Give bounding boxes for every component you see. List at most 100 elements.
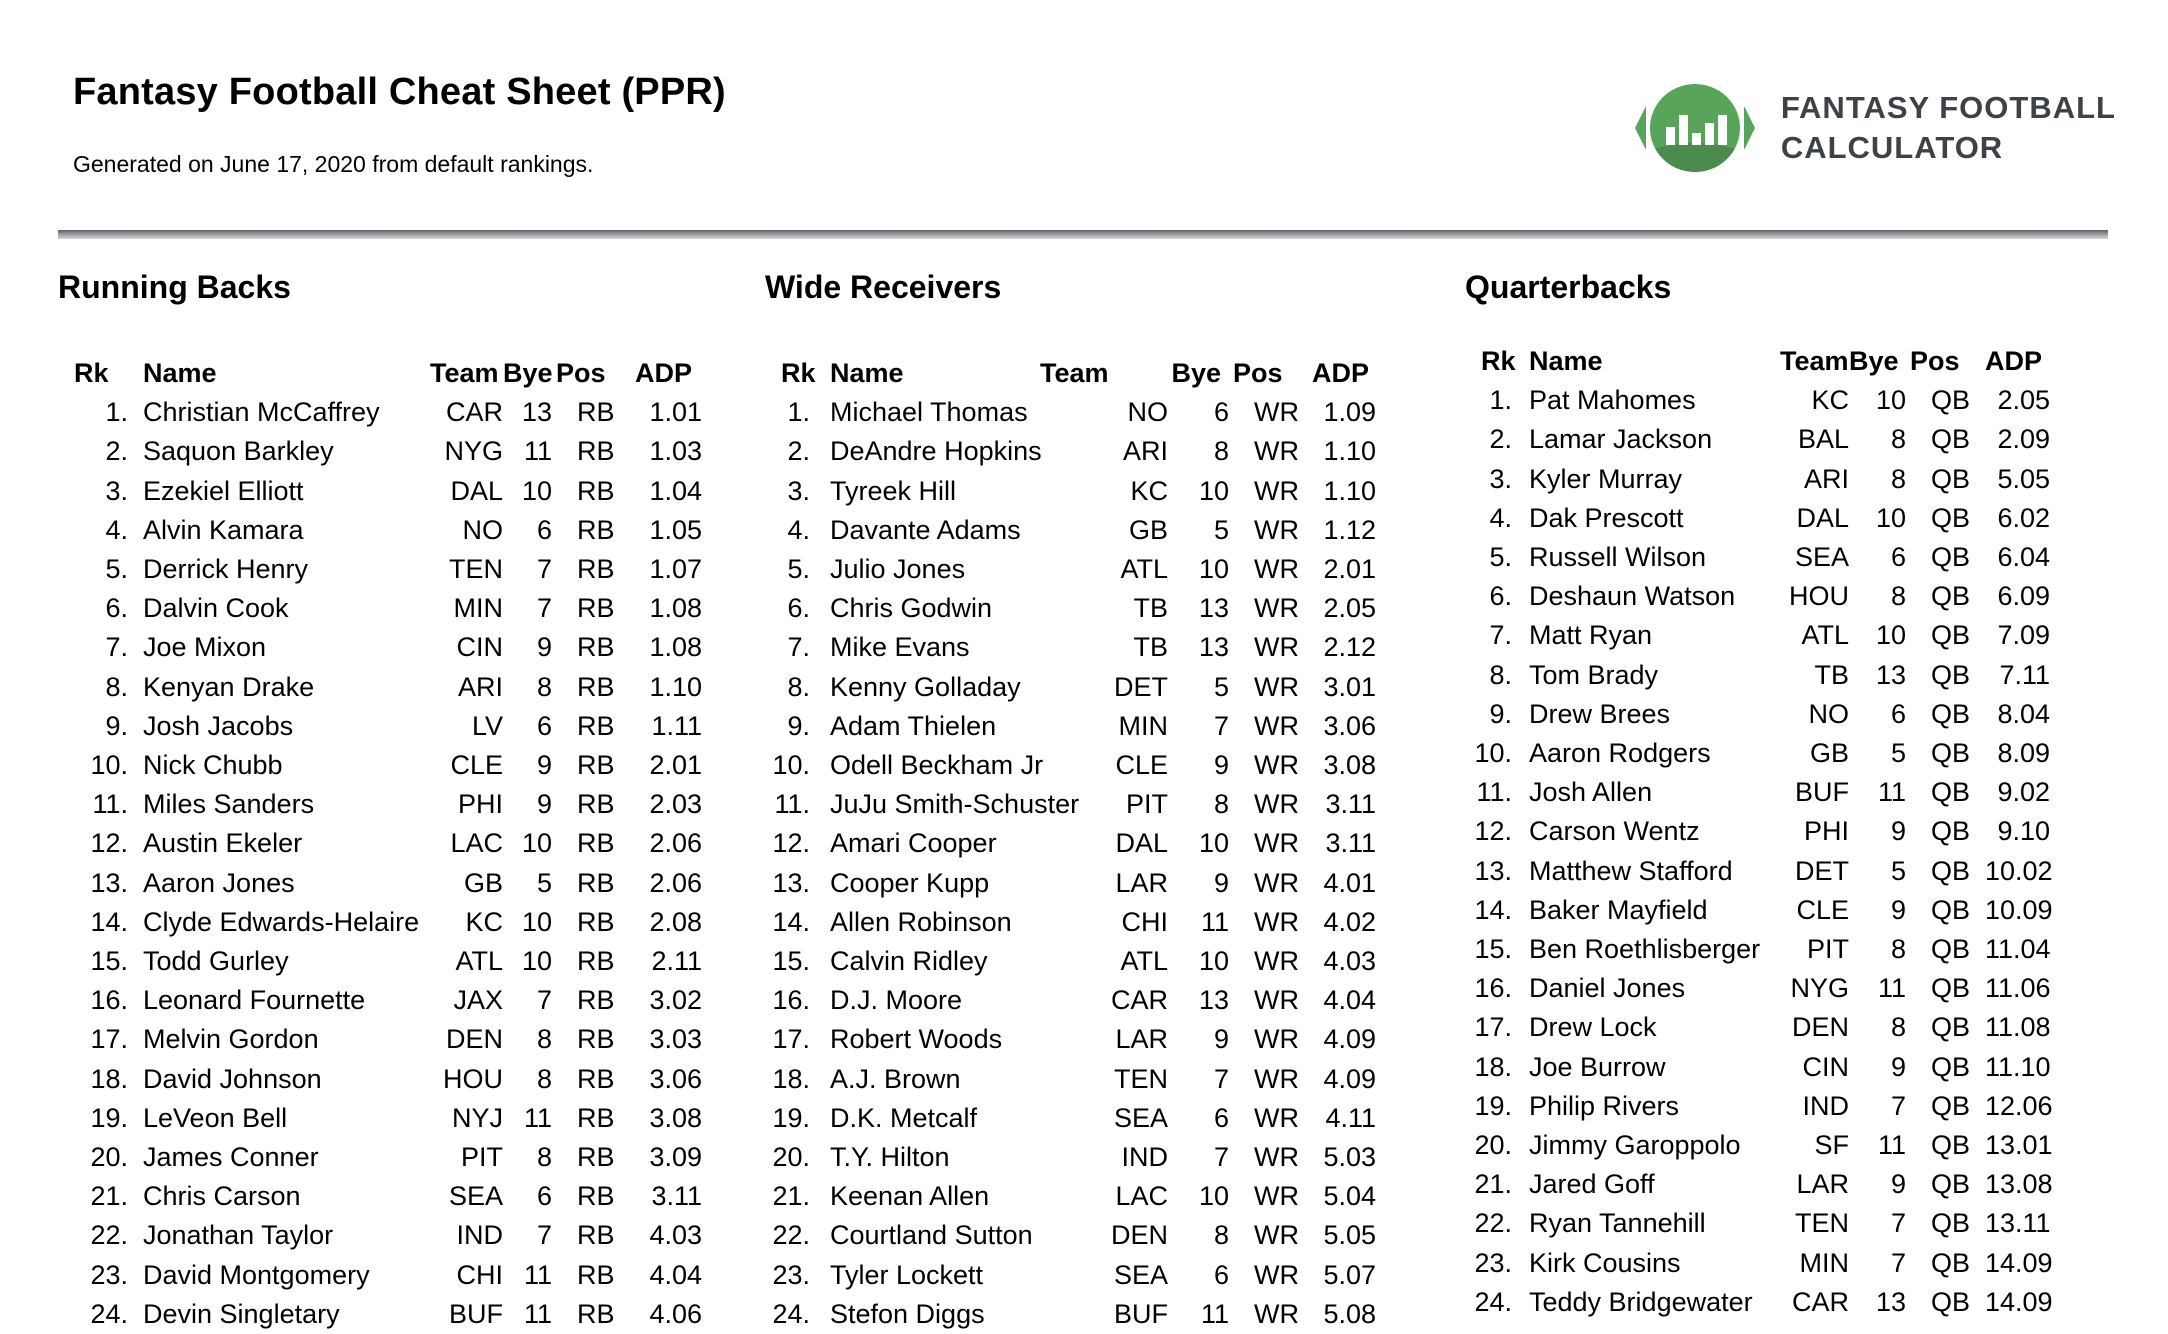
player-row: 14. Baker Mayfield CLE 9 QB 10.09 <box>1465 891 2052 930</box>
name-cell: Matthew Stafford <box>1529 855 1733 886</box>
adp-cell: 6.09 <box>1997 581 2050 612</box>
player-row: 5. Russell Wilson SEA 6 QB 6.04 <box>1465 538 2050 577</box>
pos-cell: QB <box>1931 463 1971 494</box>
team-cell: KC <box>1130 475 1168 506</box>
adp-cell: 4.02 <box>1323 906 1376 937</box>
rk-cell: 15. <box>772 946 810 977</box>
bye-cell: 6 <box>1213 397 1229 428</box>
rk-cell: 23. <box>1474 1247 1512 1278</box>
pos-cell: WR <box>1254 828 1299 859</box>
pos-cell: QB <box>1931 424 1971 455</box>
wide-receivers-table: Rk Name Team Bye Pos ADP 1. Michael Thomas NO 6 WR… <box>765 354 1376 1334</box>
team-cell: NO <box>462 514 504 545</box>
team-cell: SEA <box>1794 542 1849 573</box>
pos-cell: WR <box>1254 514 1299 545</box>
col-header-rk: Rk <box>74 358 109 388</box>
name-cell: Kyler Murray <box>1529 463 1683 494</box>
name-cell: Lamar Jackson <box>1529 424 1713 455</box>
player-row: 21. Chris Carson SEA 6 RB 3.11 <box>58 1177 702 1216</box>
adp-cell: 4.03 <box>649 1220 702 1251</box>
team-cell: CLE <box>450 750 503 781</box>
team-cell: MIN <box>1799 1247 1850 1278</box>
team-cell: ATL <box>1120 554 1168 585</box>
rk-cell: 7. <box>105 632 128 663</box>
col-header-pos: Pos <box>1233 358 1283 388</box>
rk-cell: 12. <box>90 828 128 859</box>
bye-cell: 13 <box>1875 659 1906 690</box>
pos-cell: QB <box>1931 855 1971 886</box>
col-header-adp: ADP <box>1985 346 2043 376</box>
adp-cell: 1.12 <box>1323 514 1376 545</box>
team-cell: SEA <box>448 1181 503 1212</box>
adp-cell: 1.08 <box>649 593 702 624</box>
rk-cell: 1. <box>787 397 810 428</box>
pos-cell: RB <box>577 1259 615 1290</box>
adp-cell: 1.01 <box>649 397 702 428</box>
adp-cell: 2.09 <box>1997 424 2050 455</box>
name-cell: Ben Roethlisberger <box>1529 934 1761 965</box>
adp-cell: 4.09 <box>1323 1063 1376 1094</box>
section-wide-receivers: Wide Receivers Rk Name Team Bye Pos ADP 1. Mich… <box>765 239 1376 1334</box>
adp-cell: 5.08 <box>1323 1298 1376 1329</box>
adp-cell: 2.05 <box>1997 385 2050 416</box>
pos-cell: WR <box>1254 1063 1299 1094</box>
player-row: 23. David Montgomery CHI 11 RB 4.04 <box>58 1256 702 1295</box>
adp-cell: 1.08 <box>649 632 702 663</box>
rk-cell: 11. <box>774 789 810 820</box>
adp-cell: 3.03 <box>649 1024 702 1055</box>
bye-cell: 11 <box>523 436 552 467</box>
bye-cell: 10 <box>1198 946 1229 977</box>
rk-cell: 15. <box>1474 934 1512 965</box>
bye-cell: 10 <box>1198 475 1229 506</box>
team-cell: DET <box>1795 855 1849 886</box>
bye-cell: 8 <box>1213 1220 1229 1251</box>
team-cell: PHI <box>1803 816 1849 847</box>
pos-cell: RB <box>577 632 615 663</box>
rk-cell: 3. <box>105 475 128 506</box>
adp-cell: 3.08 <box>1323 750 1376 781</box>
player-row: 6. Deshaun Watson HOU 8 QB 6.09 <box>1465 577 2050 616</box>
rk-cell: 12. <box>1474 816 1512 847</box>
adp-cell: 7.09 <box>1997 620 2050 651</box>
player-row: 16. Leonard Fournette JAX 7 RB 3.02 <box>58 981 702 1020</box>
col-header-team: Team <box>1040 358 1109 388</box>
rk-cell: 18. <box>772 1063 810 1094</box>
adp-cell: 2.12 <box>1323 632 1376 663</box>
adp-cell: 3.06 <box>649 1063 702 1094</box>
name-cell: Miles Sanders <box>143 789 315 820</box>
bye-cell: 7 <box>536 593 552 624</box>
team-cell: SF <box>1814 1130 1849 1161</box>
rk-cell: 10. <box>90 750 128 781</box>
pos-cell: RB <box>577 1298 615 1329</box>
bye-cell: 9 <box>536 632 552 663</box>
col-header-name: Name <box>1529 346 1603 376</box>
col-header-name: Name <box>830 358 904 388</box>
bye-cell: 7 <box>1213 1063 1229 1094</box>
team-cell: DAL <box>450 475 503 506</box>
pos-cell: WR <box>1254 436 1299 467</box>
bye-cell: 9 <box>536 789 552 820</box>
adp-cell: 2.06 <box>649 867 702 898</box>
rk-cell: 16. <box>772 985 810 1016</box>
pos-cell: WR <box>1254 1142 1299 1173</box>
logo-wordmark-line1: FANTASY FOOTBALL <box>1780 90 2116 125</box>
adp-cell: 4.06 <box>649 1298 702 1329</box>
player-row: 18. A.J. Brown TEN 7 WR 4.09 <box>765 1060 1376 1099</box>
rk-cell: 2. <box>787 436 810 467</box>
player-row: 4. Alvin Kamara NO 6 RB 1.05 <box>58 511 702 550</box>
name-cell: Dak Prescott <box>1529 502 1684 533</box>
team-cell: ARI <box>1803 463 1849 494</box>
bye-cell: 7 <box>536 554 552 585</box>
adp-cell: 6.02 <box>1997 502 2050 533</box>
player-row: 1. Michael Thomas NO 6 WR 1.09 <box>765 393 1376 432</box>
bye-cell: 9 <box>1213 867 1229 898</box>
player-row: 12. Amari Cooper DAL 10 WR 3.11 <box>765 824 1376 863</box>
player-row: 5. Julio Jones ATL 10 WR 2.01 <box>765 550 1376 589</box>
adp-cell: 5.05 <box>1997 463 2050 494</box>
name-cell: Clyde Edwards-Helaire <box>143 906 420 937</box>
logo-wordmark: FANTASY FOOTBALL CALCULATOR <box>1781 88 2116 168</box>
player-row: 3. Ezekiel Elliott DAL 10 RB 1.04 <box>58 472 702 511</box>
bye-cell: 8 <box>1890 463 1906 494</box>
team-cell: CLE <box>1796 894 1849 925</box>
team-cell: ATL <box>1801 620 1849 651</box>
